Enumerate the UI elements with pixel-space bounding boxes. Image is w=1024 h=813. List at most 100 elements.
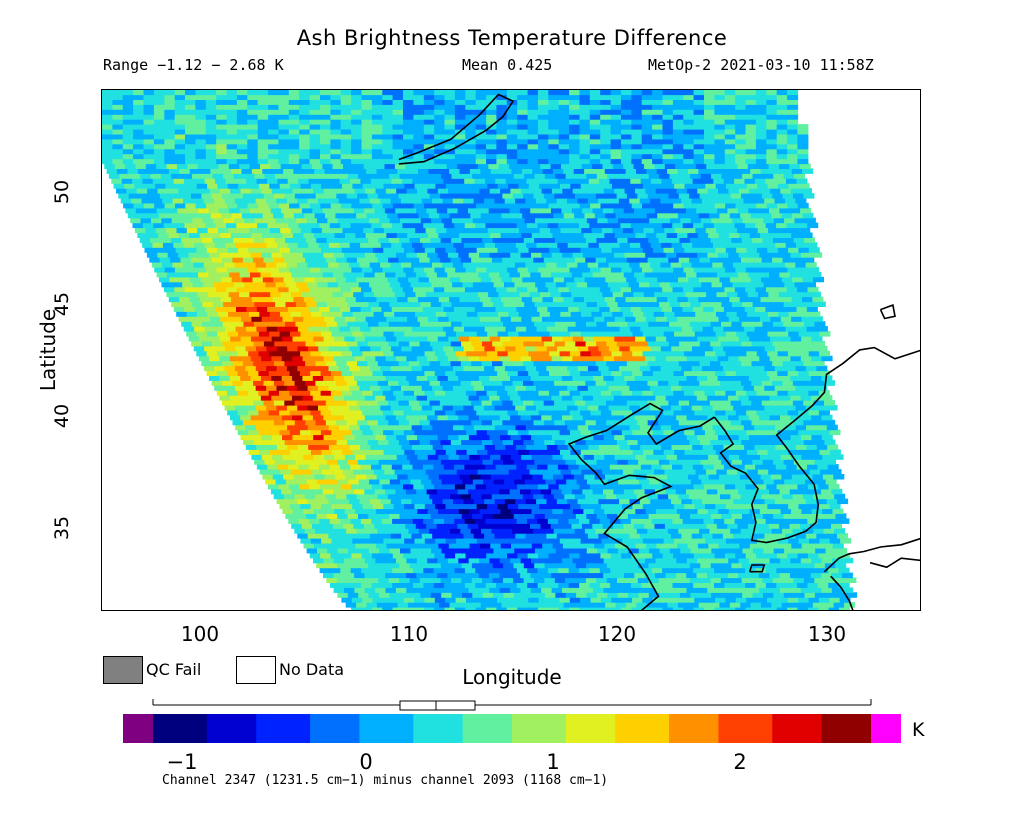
colorbar-segment: [256, 714, 262, 743]
chart-title: Ash Brightness Temperature Difference: [296, 26, 728, 50]
colorbar-segment: [583, 714, 589, 743]
colorbar-segment: [328, 714, 334, 743]
colorbar-segment: [283, 714, 289, 743]
colorbar-segment: [731, 714, 737, 743]
colorbar-segment: [215, 714, 221, 743]
colorbar-segment: [238, 714, 244, 743]
colorbar-segment: [821, 714, 827, 743]
colorbar-segment: [467, 714, 473, 743]
colorbar-segment: [417, 714, 423, 743]
range-text: Range −1.12 − 2.68 K: [103, 56, 284, 74]
colorbar-segment: [323, 714, 329, 743]
no-data-label: No Data: [279, 660, 345, 679]
colorbar-segment: [767, 714, 773, 743]
colorbar-segment: [781, 714, 787, 743]
japan-coastline: [823, 537, 920, 573]
colorbar-segment: [305, 714, 311, 743]
colorbar-segment: [476, 714, 482, 743]
colorbar-segment: [188, 714, 194, 743]
map-plot-area: [101, 89, 921, 611]
colorbar-segment: [592, 714, 598, 743]
colorbar-segment: [529, 714, 536, 743]
colorbar-segment: [763, 714, 769, 743]
colorbar-segment: [534, 714, 540, 743]
heatmap-svg: [102, 90, 920, 610]
colorbar-segment: [399, 714, 405, 743]
china-coastline: [567, 402, 715, 610]
colorbar-segment: [709, 714, 715, 743]
colorbar-segment: [700, 714, 706, 743]
colorbar-segment: [314, 714, 320, 743]
colorbar-segment: [354, 714, 361, 743]
colorbar-segment: [794, 714, 800, 743]
colorbar-segment: [646, 714, 652, 743]
colorbar-segment: [704, 714, 711, 743]
colorbar-segment: [278, 714, 284, 743]
colorbar-segment: [597, 714, 603, 743]
lake-baikal-outline: [398, 93, 515, 165]
colorbar-segment: [413, 714, 419, 743]
colorbar-segment: [247, 714, 253, 743]
colorbar-segment: [520, 714, 527, 743]
colorbar-segment: [292, 714, 298, 743]
colorbar-segment: [682, 714, 688, 743]
colorbar-segment: [776, 714, 782, 743]
colorbar-segment: [772, 714, 778, 743]
colorbar-segment: [170, 714, 177, 743]
colorbar-segment: [727, 714, 733, 743]
no-data-swatch: [236, 656, 276, 684]
colorbar-overflow: [871, 714, 901, 743]
colorbar-segment: [570, 714, 576, 743]
colorbar-segment: [754, 714, 760, 743]
colorbar-segment: [449, 714, 455, 743]
colorbar-segment: [691, 714, 697, 743]
colorbar-segment: [345, 714, 352, 743]
colorbar-segment: [588, 714, 594, 743]
x-tick-130: 130: [807, 622, 847, 646]
kyushu-coastline: [830, 575, 854, 610]
colorbar-segment: [565, 714, 571, 743]
colorbar-segment: [655, 714, 661, 743]
colorbar-segment: [175, 714, 181, 743]
colorbar-segment: [498, 714, 504, 743]
colorbar-segment: [687, 714, 693, 743]
colorbar-segment: [619, 714, 625, 743]
colorbar-segment: [525, 714, 531, 743]
shikoku-coastline: [869, 557, 920, 569]
colorbar-segment: [826, 714, 832, 743]
colorbar-underflow: [123, 714, 153, 743]
colorbar-segment: [359, 714, 365, 743]
colorbar-segment: [606, 714, 612, 743]
colorbar-segment: [381, 714, 387, 743]
colorbar-segment: [503, 714, 509, 743]
colorbar-segment: [610, 714, 616, 743]
y-tick-35: 35: [51, 515, 73, 541]
satellite-time: MetOp-2 2021-03-10 11:58Z: [648, 56, 874, 74]
colorbar-segment: [197, 714, 203, 743]
colorbar-segment: [673, 714, 679, 743]
colorbar-segment: [803, 714, 809, 743]
colorbar-segment: [857, 714, 863, 743]
colorbar-segment: [695, 714, 702, 743]
colorbar-segment: [377, 714, 383, 743]
boxplot-box: [399, 700, 476, 711]
x-axis-label: Longitude: [462, 665, 562, 689]
colorbar-segment: [516, 714, 522, 743]
colorbar-segment: [507, 714, 513, 743]
colorbar-segment: [301, 714, 307, 743]
colorbar-segment: [817, 714, 823, 743]
colorbar-segment: [157, 714, 163, 743]
mean-text: Mean 0.425: [462, 56, 553, 74]
colorbar-segment: [426, 714, 432, 743]
colorbar-segment: [848, 714, 854, 743]
qc-fail-swatch: [103, 656, 143, 684]
colorbar-segment: [722, 714, 728, 743]
colorbar-segment: [166, 714, 172, 743]
colorbar-segment: [790, 714, 796, 743]
colorbar-segment: [458, 714, 464, 743]
colorbar-segment: [431, 714, 437, 743]
colorbar-segment: [637, 714, 643, 743]
colorbar-segment: [543, 714, 549, 743]
colorbar-segment: [736, 714, 742, 743]
colorbar-segment: [718, 714, 724, 743]
